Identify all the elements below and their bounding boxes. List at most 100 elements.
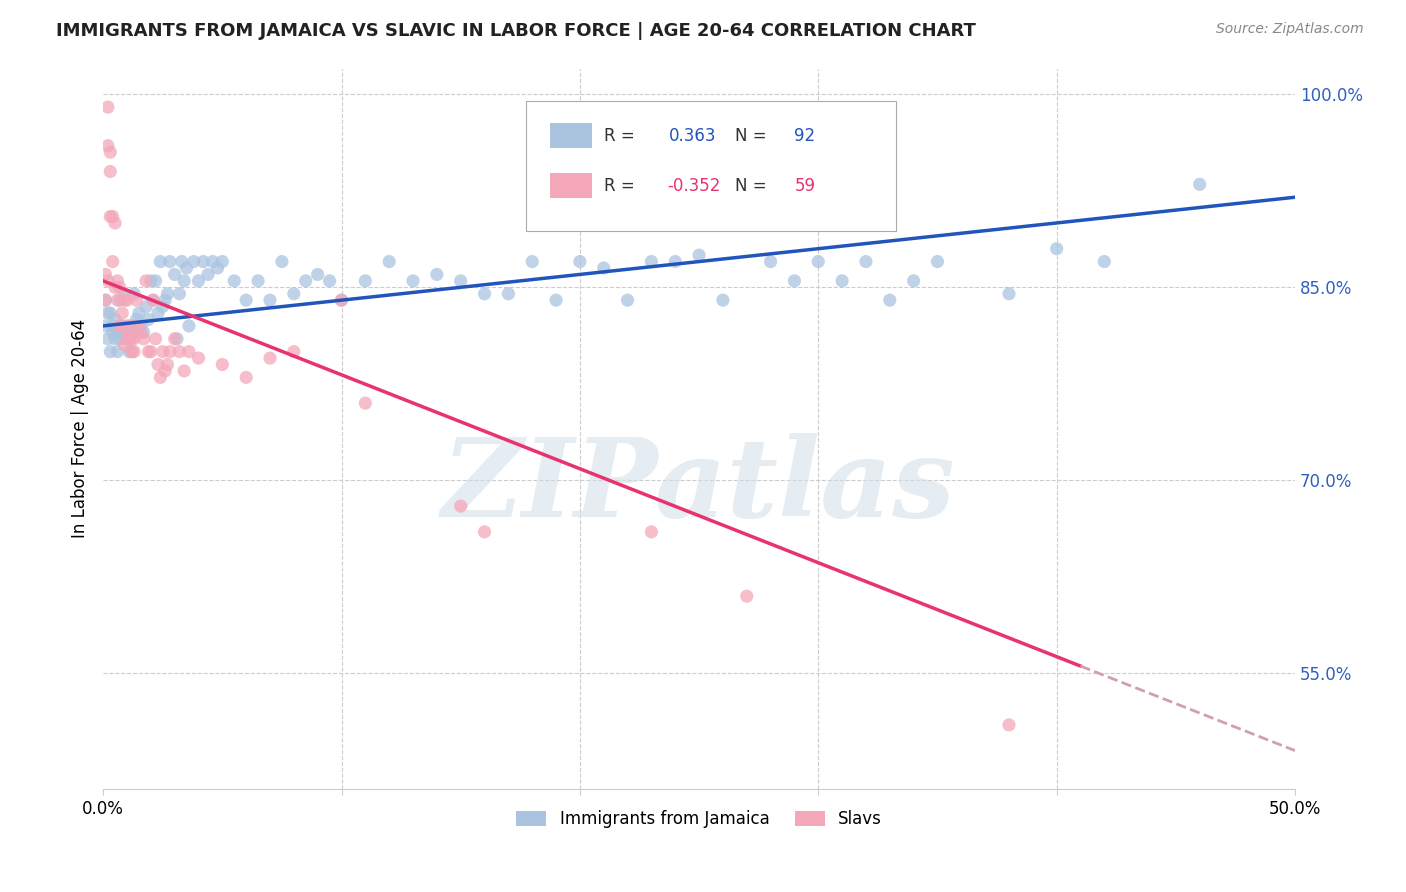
Text: -0.352: -0.352 [666, 177, 720, 195]
Point [163, 268, 186, 282]
Point [125, 293, 148, 308]
Point [118, 344, 141, 359]
Point [114, 332, 136, 346]
Point [568, 254, 591, 268]
Point [111, 306, 134, 320]
Point [831, 274, 853, 288]
Point [664, 254, 686, 268]
Point [104, 216, 127, 230]
Point [97, 100, 120, 114]
Point [259, 351, 281, 365]
Point [498, 286, 520, 301]
Point [193, 254, 215, 268]
Point [224, 274, 246, 288]
Point [122, 286, 145, 301]
FancyBboxPatch shape [526, 101, 896, 231]
Point [108, 332, 131, 346]
Text: Source: ZipAtlas.com: Source: ZipAtlas.com [1216, 22, 1364, 37]
Point [153, 293, 176, 308]
Point [94, 268, 117, 282]
Point [207, 260, 229, 275]
Point [97, 274, 120, 288]
Point [903, 274, 925, 288]
Point [115, 318, 138, 333]
Point [173, 274, 195, 288]
Point [104, 332, 127, 346]
Point [145, 332, 167, 346]
Point [307, 268, 329, 282]
Point [121, 326, 143, 340]
Point [330, 293, 353, 308]
Point [101, 326, 124, 340]
Point [115, 293, 138, 308]
Point [129, 318, 152, 333]
Point [114, 286, 136, 301]
Point [211, 358, 233, 372]
Point [98, 344, 121, 359]
Point [101, 210, 124, 224]
Point [177, 318, 200, 333]
Point [330, 293, 353, 308]
Point [107, 326, 129, 340]
Point [132, 332, 155, 346]
Point [318, 274, 340, 288]
Point [138, 344, 160, 359]
Point [783, 274, 806, 288]
Point [156, 286, 179, 301]
Point [132, 326, 155, 340]
Point [169, 344, 191, 359]
Point [121, 344, 143, 359]
Point [107, 274, 129, 288]
Text: R =: R = [603, 177, 640, 195]
Point [135, 300, 157, 314]
Point [118, 326, 141, 340]
Point [149, 370, 172, 384]
Point [156, 358, 179, 372]
Point [145, 274, 167, 288]
Point [98, 164, 121, 178]
Point [129, 326, 152, 340]
Point [101, 254, 124, 268]
Text: IMMIGRANTS FROM JAMAICA VS SLAVIC IN LABOR FORCE | AGE 20-64 CORRELATION CHART: IMMIGRANTS FROM JAMAICA VS SLAVIC IN LAB… [56, 22, 976, 40]
Point [354, 396, 377, 410]
Point [522, 254, 544, 268]
Point [125, 312, 148, 326]
Point [108, 318, 131, 333]
Point [142, 293, 165, 308]
Point [142, 293, 165, 308]
Point [166, 332, 188, 346]
Point [998, 286, 1021, 301]
Point [101, 318, 124, 333]
Point [259, 293, 281, 308]
Point [235, 293, 257, 308]
Point [271, 254, 294, 268]
Point [97, 332, 120, 346]
Point [115, 332, 138, 346]
Point [104, 280, 127, 294]
Point [98, 210, 121, 224]
Point [187, 351, 209, 365]
Point [111, 318, 134, 333]
Point [711, 293, 734, 308]
Point [354, 274, 377, 288]
Point [283, 344, 305, 359]
Point [450, 274, 472, 288]
Text: ZIPatlas: ZIPatlas [441, 433, 956, 541]
Point [592, 260, 614, 275]
Point [138, 312, 160, 326]
Point [149, 254, 172, 268]
Point [170, 254, 193, 268]
Point [177, 344, 200, 359]
Point [98, 145, 121, 160]
Point [688, 248, 710, 262]
Point [283, 286, 305, 301]
Point [94, 293, 117, 308]
Point [426, 268, 449, 282]
Point [107, 344, 129, 359]
Point [128, 306, 150, 320]
Point [197, 268, 219, 282]
Point [759, 254, 782, 268]
Point [125, 326, 148, 340]
Point [1188, 178, 1211, 192]
Point [108, 293, 131, 308]
